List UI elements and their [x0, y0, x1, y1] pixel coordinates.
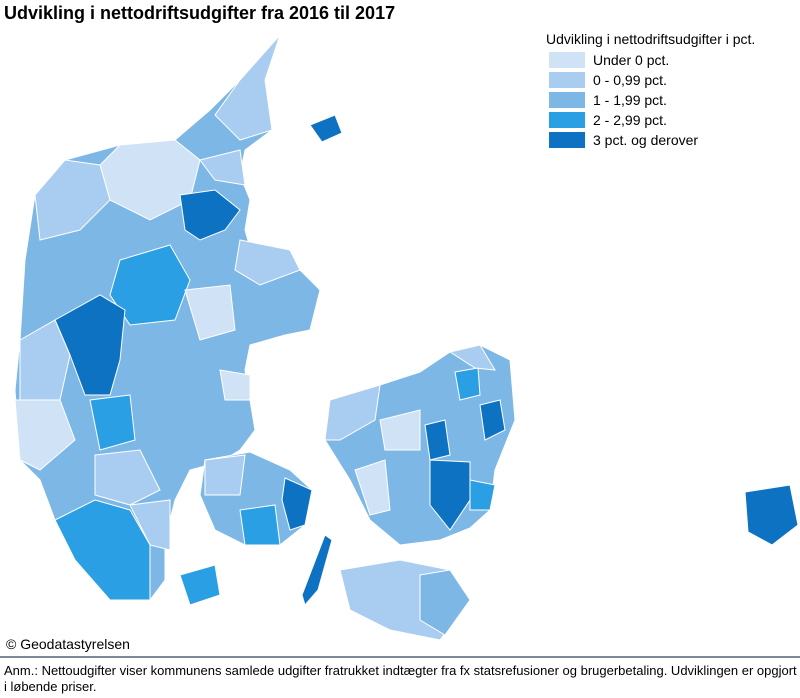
- region: [214, 34, 281, 141]
- region: [94, 449, 161, 506]
- legend-label: 1 - 1,99 pct.: [593, 92, 667, 108]
- region: [54, 294, 126, 396]
- copyright-credit: © Geodatastyrelsen: [6, 636, 130, 652]
- legend: Udvikling i nettodriftsudgifter i pct. U…: [546, 31, 755, 150]
- region: [379, 409, 421, 451]
- region: [424, 419, 451, 461]
- legend-title: Udvikling i nettodriftsudgifter i pct.: [546, 31, 756, 47]
- region-laesoe: [309, 114, 343, 143]
- legend-label: 0 - 0,99 pct.: [593, 72, 667, 88]
- region: [179, 189, 241, 241]
- region: [109, 244, 191, 326]
- legend-item: 1 - 1,99 pct.: [549, 90, 755, 110]
- region: [239, 504, 281, 546]
- legend-swatch: [549, 52, 585, 68]
- region: [19, 319, 71, 411]
- region: [419, 569, 471, 636]
- footnote: Anm.: Nettoudgifter viser kommunens saml…: [4, 663, 797, 694]
- region: [234, 239, 301, 286]
- region: [281, 477, 313, 531]
- map-title: Udvikling i nettodriftsudgifter fra 2016…: [4, 3, 396, 23]
- region: [89, 394, 136, 451]
- legend-label: Under 0 pct.: [593, 52, 670, 68]
- legend-swatch: [549, 72, 585, 88]
- region-langeland: [301, 534, 333, 607]
- region: [179, 564, 221, 606]
- region-bornholm: [744, 484, 799, 546]
- legend-label: 3 pct. og derover: [593, 132, 699, 148]
- region: [448, 344, 496, 371]
- legend-item: 0 - 0,99 pct.: [549, 70, 755, 90]
- region: [204, 454, 246, 496]
- divider: [0, 656, 800, 658]
- region: [454, 367, 481, 401]
- legend-swatch: [549, 92, 585, 108]
- region: [34, 159, 111, 241]
- region: [429, 459, 471, 531]
- legend-item: 2 - 2,99 pct.: [549, 110, 755, 130]
- legend-swatch: [549, 112, 585, 128]
- legend-label: 2 - 2,99 pct.: [593, 112, 667, 128]
- region: [129, 499, 171, 551]
- region: [469, 479, 496, 511]
- region: [14, 399, 76, 471]
- region: [219, 369, 251, 401]
- legend-item: 3 pct. og derover: [549, 130, 755, 150]
- region: [354, 459, 391, 516]
- region: [184, 284, 236, 341]
- region: [324, 384, 381, 441]
- legend-swatch: [549, 132, 585, 148]
- region: [199, 149, 246, 186]
- region: [479, 399, 506, 441]
- legend-item: Under 0 pct.: [549, 50, 755, 70]
- region: [54, 499, 151, 601]
